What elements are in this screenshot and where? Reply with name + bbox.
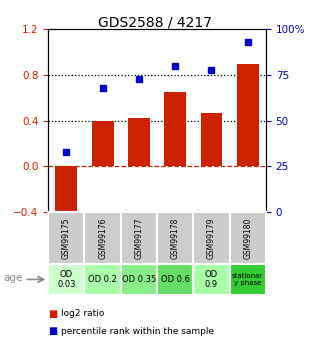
Bar	[48, 212, 85, 264]
Text: GDS2588 / 4217: GDS2588 / 4217	[99, 16, 212, 30]
Text: OD
0.9: OD 0.9	[205, 270, 218, 289]
Bar	[193, 212, 230, 264]
Text: ■: ■	[48, 309, 58, 319]
Bar	[85, 212, 121, 264]
Text: GSM99175: GSM99175	[62, 217, 71, 259]
Bar	[237, 63, 259, 166]
Bar	[85, 264, 121, 295]
Bar	[230, 212, 266, 264]
Text: GSM99180: GSM99180	[243, 217, 252, 259]
Text: GSM99179: GSM99179	[207, 217, 216, 259]
Text: stationar
y phase: stationar y phase	[232, 273, 263, 286]
Bar	[157, 212, 193, 264]
Bar	[230, 264, 266, 295]
Bar	[157, 264, 193, 295]
Text: OD
0.03: OD 0.03	[57, 270, 76, 289]
Bar	[164, 92, 186, 166]
Bar	[193, 264, 230, 295]
Text: OD 0.2: OD 0.2	[88, 275, 117, 284]
Text: OD 0.6: OD 0.6	[161, 275, 190, 284]
Bar	[128, 118, 150, 166]
Text: percentile rank within the sample: percentile rank within the sample	[61, 327, 214, 336]
Bar	[201, 113, 222, 166]
Text: ■: ■	[48, 326, 58, 336]
Bar	[121, 264, 157, 295]
Text: age: age	[3, 273, 22, 283]
Text: GSM99177: GSM99177	[134, 217, 143, 259]
Bar	[121, 212, 157, 264]
Text: GSM99176: GSM99176	[98, 217, 107, 259]
Text: GSM99178: GSM99178	[171, 217, 180, 259]
Bar	[55, 166, 77, 218]
Text: OD 0.35: OD 0.35	[122, 275, 156, 284]
Bar	[48, 264, 85, 295]
Text: log2 ratio: log2 ratio	[61, 309, 104, 318]
Bar	[92, 121, 114, 166]
